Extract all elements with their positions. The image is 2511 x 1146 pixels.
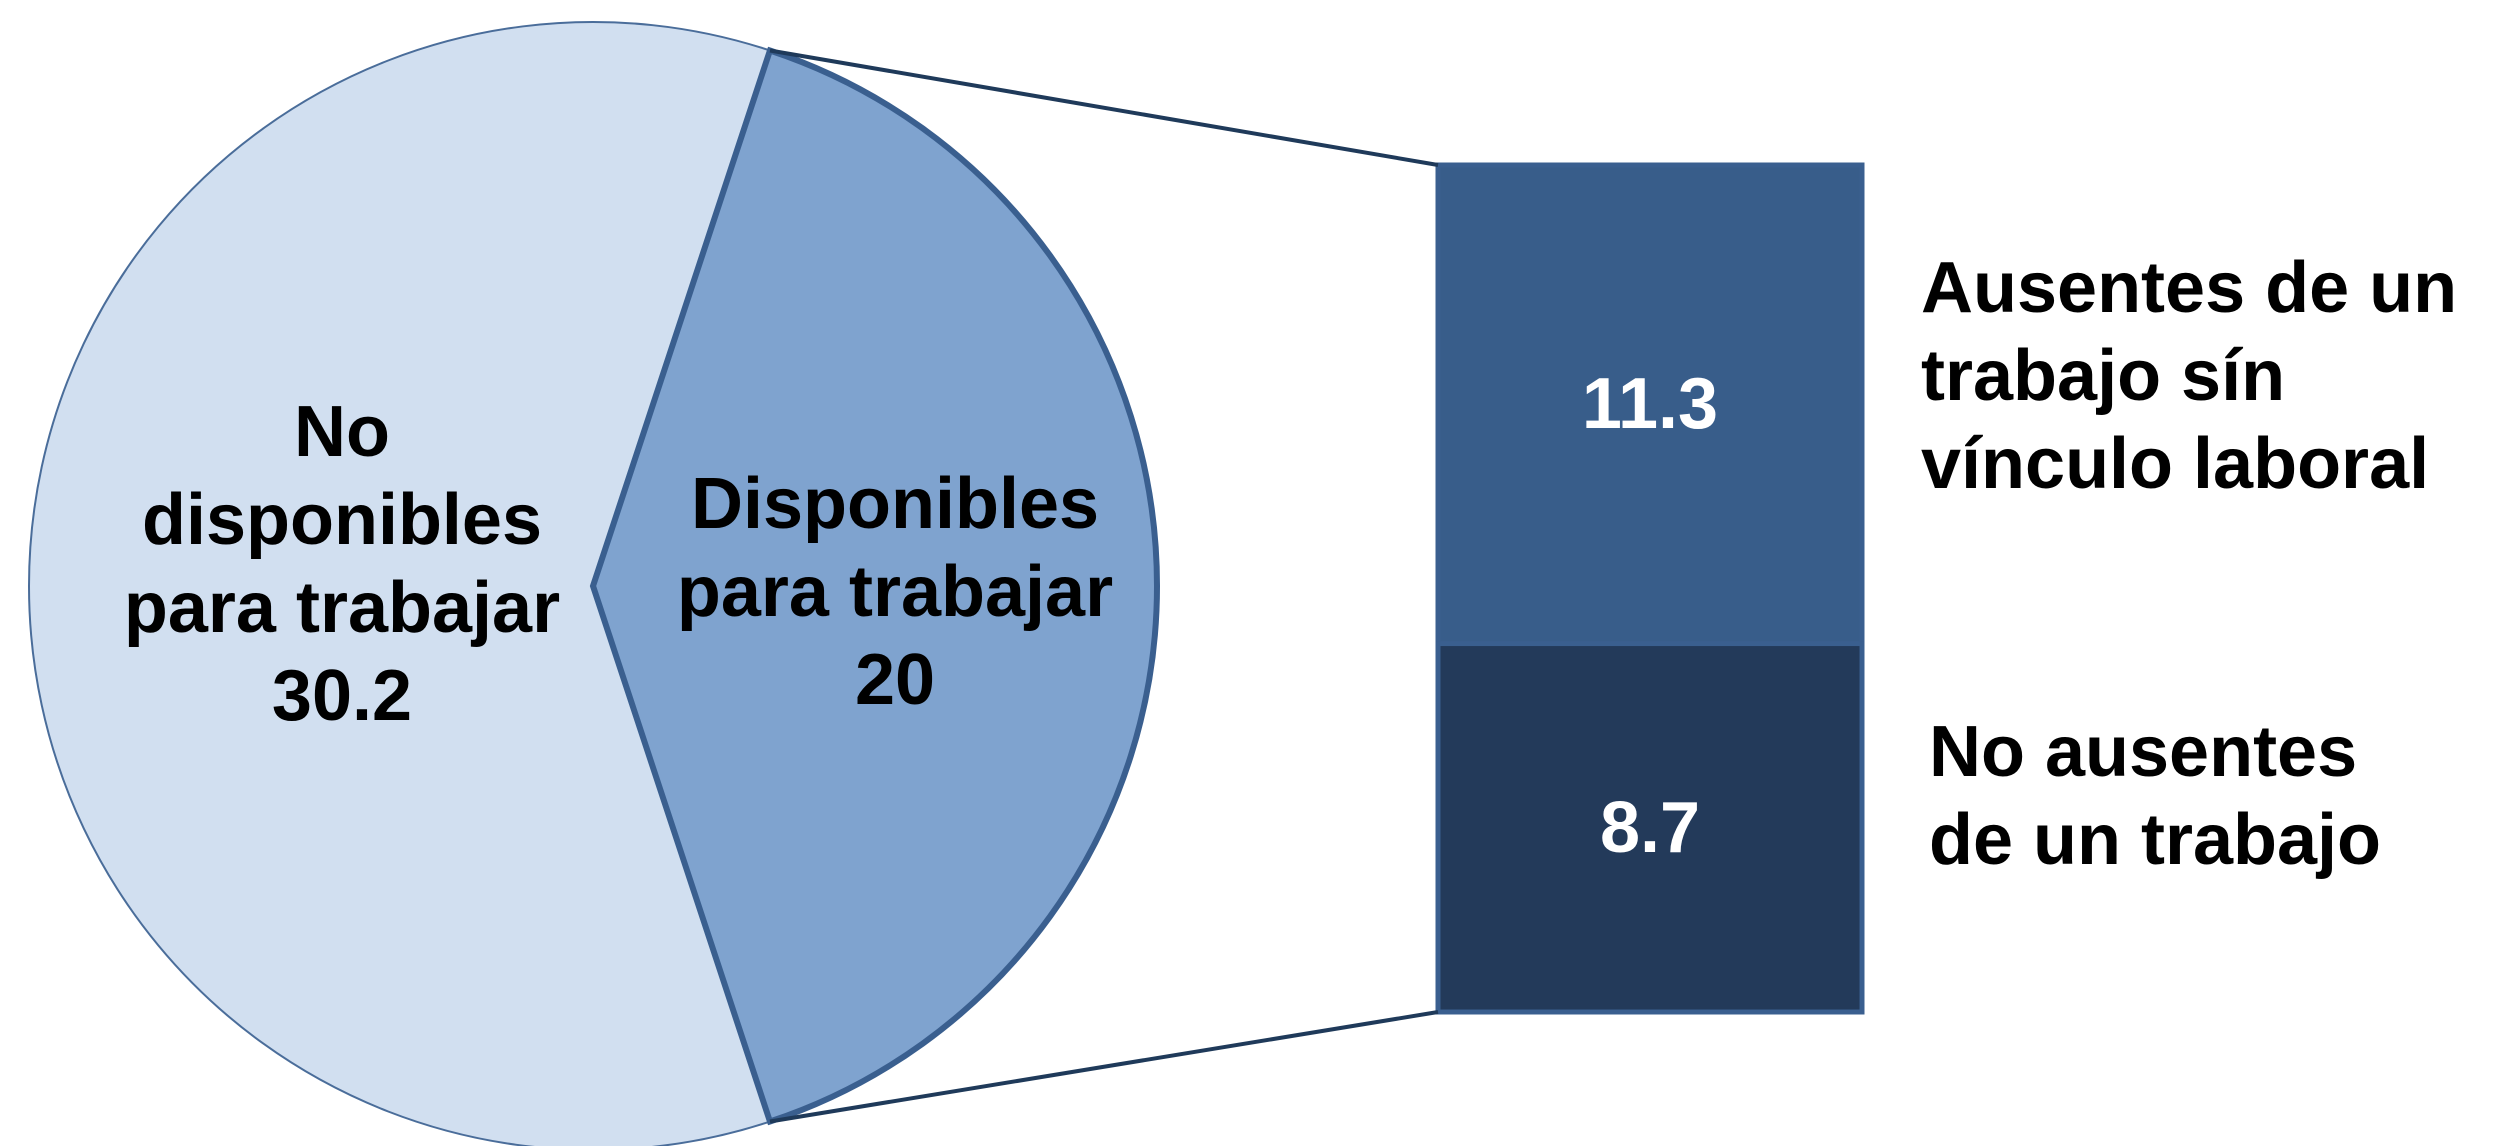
pie-label: No disponibles para trabajar bbox=[123, 392, 561, 648]
pie-value: 20 bbox=[854, 640, 936, 720]
pie-label: Disponibles para trabajar bbox=[676, 464, 1114, 632]
bar-segment bbox=[1435, 641, 1865, 1015]
bar-value: 11.3 bbox=[1581, 364, 1719, 445]
pie-slice bbox=[28, 21, 772, 1146]
bar-value: 8.7 bbox=[1599, 787, 1701, 868]
bar-label: Ausentes de un trabajo sín vínculo labor… bbox=[1921, 248, 2458, 504]
pie-value: 30.2 bbox=[271, 656, 413, 736]
bar-label: No ausentes de un trabajo bbox=[1929, 712, 2382, 880]
pie-slice bbox=[589, 46, 1161, 1126]
connector bbox=[769, 1010, 1439, 1124]
bar-segment bbox=[1435, 162, 1865, 647]
connector bbox=[769, 48, 1439, 167]
